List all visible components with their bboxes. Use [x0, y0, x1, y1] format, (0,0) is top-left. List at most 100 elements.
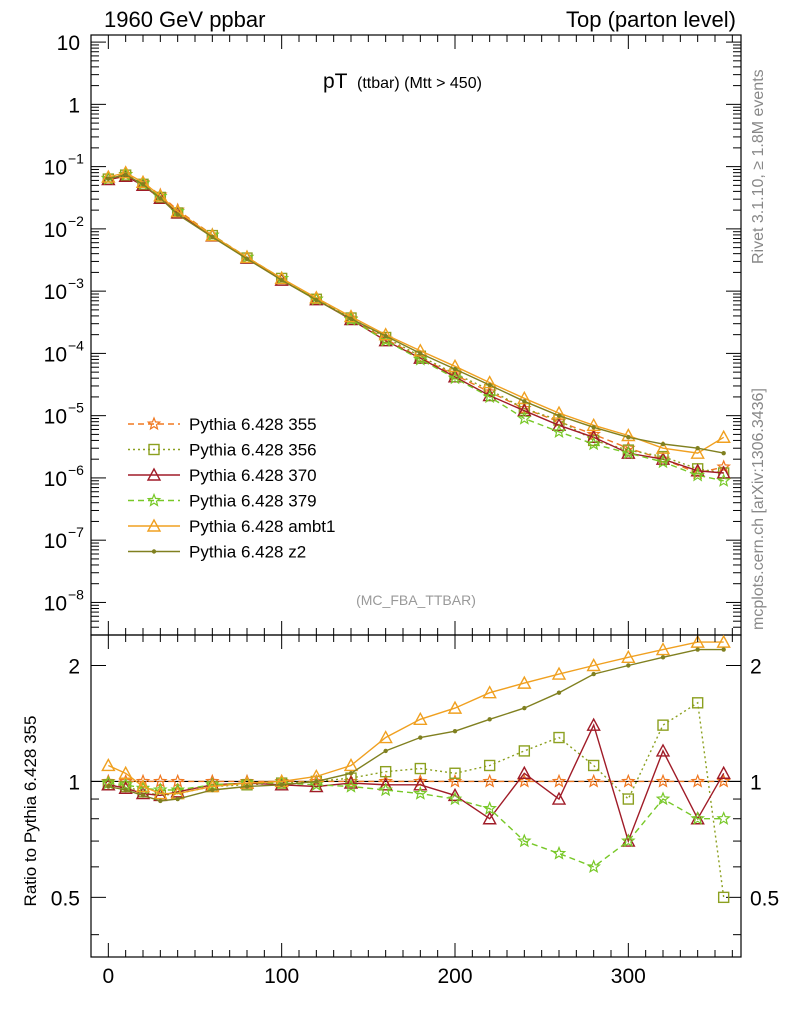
data-point	[447, 787, 463, 802]
data-point	[626, 663, 631, 668]
y-tick-label: 10	[44, 468, 67, 491]
data-point	[517, 403, 532, 417]
data-point	[153, 782, 168, 797]
data-point	[621, 445, 636, 460]
data-point	[482, 800, 497, 815]
data-point	[348, 316, 354, 321]
legend-label: Pythia 6.428 356	[189, 441, 317, 460]
data-point	[343, 778, 359, 793]
data-point	[551, 845, 567, 860]
y-tick-label-exponent: −4	[68, 337, 84, 353]
data-point	[418, 735, 423, 740]
ratio-tick-label-left: 2	[68, 655, 80, 678]
data-point	[309, 290, 324, 304]
analysis-tag: (MC_FBA_TTBAR)	[356, 592, 476, 608]
data-point	[378, 730, 393, 744]
plot-title-sub: (ttbar) (Mtt > 450)	[357, 75, 482, 92]
data-point	[695, 647, 700, 652]
data-point	[148, 443, 160, 456]
legend-label: Pythia 6.428 355	[189, 415, 317, 434]
data-point	[716, 465, 731, 479]
data-point	[314, 297, 319, 303]
y-tick-label: 10	[44, 281, 67, 304]
data-point	[522, 399, 527, 404]
data-point	[413, 343, 428, 357]
data-point	[413, 351, 428, 366]
data-point	[621, 773, 636, 788]
data-point	[690, 463, 705, 477]
x-tick-label: 300	[611, 965, 646, 988]
data-point	[517, 833, 532, 848]
series-line	[108, 648, 724, 802]
data-point	[135, 780, 151, 795]
data-point	[655, 440, 671, 454]
data-point	[660, 441, 666, 447]
y-tick-label-exponent: −6	[68, 462, 84, 478]
data-point	[716, 811, 731, 825]
data-point	[655, 791, 671, 806]
data-point	[518, 745, 531, 757]
series-line	[108, 171, 725, 454]
data-point	[210, 234, 215, 240]
data-point	[690, 445, 705, 459]
y-tick-label: 10	[44, 592, 67, 615]
data-point	[551, 666, 567, 680]
data-point	[716, 765, 731, 779]
y-tick-label: 1	[68, 94, 80, 117]
ratio-frame	[90, 634, 742, 958]
data-point	[279, 277, 284, 283]
data-point	[487, 382, 492, 388]
data-point	[716, 459, 731, 474]
legend-label: Pythia 6.428 ambt1	[189, 517, 335, 536]
ratio-tick-label-left: 0.5	[51, 887, 80, 910]
data-point	[118, 777, 133, 792]
data-point	[140, 182, 146, 187]
data-point	[721, 450, 726, 456]
data-point	[482, 375, 497, 389]
data-point	[447, 358, 463, 373]
data-point	[482, 773, 497, 788]
data-point	[551, 405, 567, 419]
side-label-mcplots: mcplots.cern.ch [arXiv:1306.3436]	[750, 388, 767, 630]
data-point	[205, 777, 220, 792]
legend-label: Pythia 6.428 379	[189, 492, 317, 511]
data-point	[447, 791, 463, 806]
data-point	[241, 779, 253, 791]
ratio-tick-label-right: 2	[750, 655, 762, 678]
main-panel: pT (ttbar) (Mtt > 450) (MC_FBA_TTBAR) 10 1 10…	[44, 32, 742, 636]
data-point	[556, 413, 562, 418]
legend-entry-3: Pythia 6.428 379	[128, 492, 317, 511]
data-point	[146, 518, 162, 532]
data-point	[655, 743, 671, 757]
y-tick-label: 10	[44, 343, 67, 366]
data-point	[660, 655, 666, 660]
header-right: Top (parton level)	[566, 7, 736, 32]
data-point	[586, 717, 601, 731]
data-point	[135, 174, 151, 188]
y-tick-label-exponent: −2	[68, 213, 84, 229]
ratio-tick-label-left: 1	[68, 771, 80, 794]
x-tick-label: 100	[264, 965, 299, 988]
data-point	[378, 782, 393, 797]
data-point	[586, 429, 601, 443]
data-point	[721, 647, 726, 652]
data-point	[151, 549, 157, 554]
data-point	[413, 785, 428, 800]
data-point	[655, 642, 671, 656]
data-point	[106, 784, 111, 789]
legend: Pythia 6.428 355 Pythia 6.428 356 Pythia 6…	[128, 415, 335, 562]
data-point	[626, 435, 631, 440]
data-point	[556, 690, 562, 695]
series-ratio-1	[102, 697, 730, 904]
data-point	[586, 436, 601, 451]
y-tick-label-exponent: −5	[68, 400, 84, 416]
data-point	[244, 784, 250, 789]
data-point	[101, 758, 116, 772]
data-point	[621, 833, 636, 848]
data-point	[482, 685, 497, 699]
data-point	[695, 446, 700, 451]
data-point	[716, 473, 731, 487]
data-point	[690, 773, 705, 788]
ratio-tick-label-right: 1	[750, 771, 762, 794]
